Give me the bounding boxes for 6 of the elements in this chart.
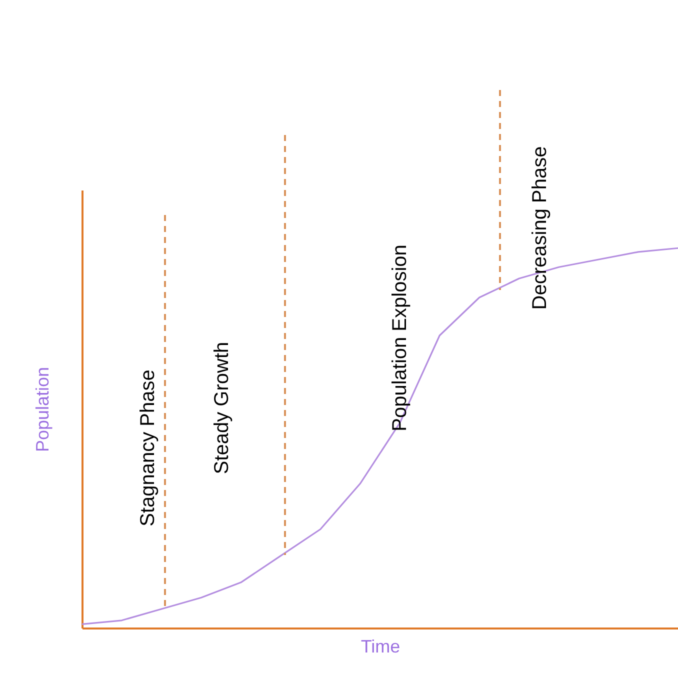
annotation: Steady Growth (211, 342, 233, 474)
y-axis-title: Population (32, 366, 52, 452)
annotation: Population Explosion (389, 244, 411, 432)
x-axis-title: Time (360, 636, 400, 656)
annotation: Decreasing Phase (529, 146, 551, 310)
annotation: Stagnancy Phase (137, 370, 159, 526)
